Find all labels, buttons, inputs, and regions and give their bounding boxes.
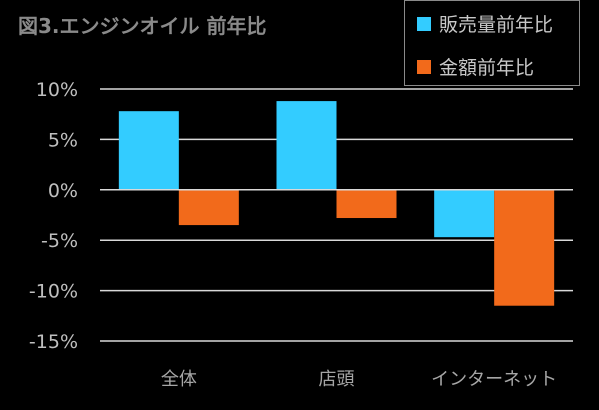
y-tick-label: 10%: [36, 79, 78, 101]
y-tick-label: -15%: [29, 331, 78, 353]
legend: 販売量前年比 金額前年比: [404, 0, 580, 86]
chart-title: 図3.エンジンオイル 前年比: [18, 14, 267, 38]
legend-label-amount: 金額前年比: [439, 57, 535, 79]
bar-sales-volume: [434, 189, 495, 238]
x-tick-label: 全体: [161, 369, 197, 390]
bar-amount: [494, 189, 555, 306]
legend-swatch-sales-volume: [417, 16, 431, 31]
x-tick-label: 店頭: [319, 369, 355, 390]
bar-amount: [336, 189, 397, 219]
bar-sales-volume: [276, 101, 337, 190]
legend-item-amount: 金額前年比: [417, 53, 534, 80]
y-tick-label: -10%: [29, 281, 78, 303]
y-tick-label: 0%: [48, 180, 78, 202]
legend-label-sales-volume: 販売量前年比: [439, 14, 554, 36]
bar-amount: [178, 189, 239, 226]
y-tick-label: 5%: [48, 129, 78, 151]
x-tick-label: インターネット: [431, 369, 557, 390]
y-tick-label: -5%: [41, 230, 78, 252]
legend-item-sales-volume: 販売量前年比: [417, 10, 553, 37]
bar-sales-volume: [118, 111, 179, 190]
legend-swatch-amount: [417, 59, 431, 74]
